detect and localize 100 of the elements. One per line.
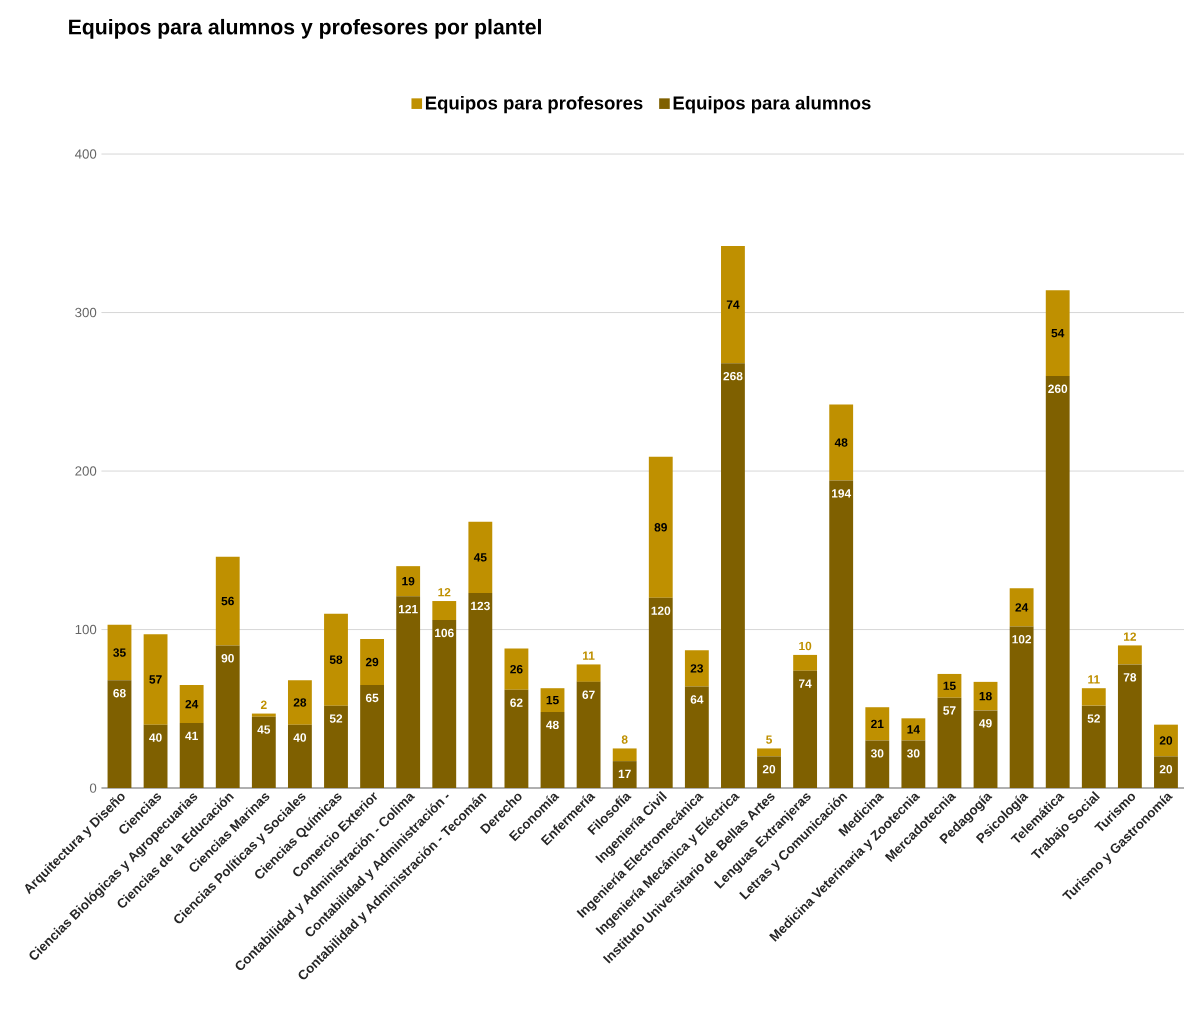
bar [612,748,637,762]
y-tick-label: 400 [74,149,97,159]
data-label: 40 [149,733,162,742]
data-label: 121 [398,605,418,614]
data-label: 30 [907,749,920,758]
bar [612,761,637,789]
bar [107,680,132,789]
data-label: 74 [726,300,740,309]
data-label: 19 [402,577,415,586]
data-label: 40 [293,733,307,742]
bar [1081,688,1106,706]
bar [251,716,276,789]
data-label: 18 [979,692,992,701]
data-label: 11 [1088,675,1100,684]
bar [504,689,529,789]
data-label: 29 [365,657,379,667]
data-label: 24 [1015,603,1029,612]
data-label: 58 [329,655,343,665]
bar [684,686,709,789]
bar [1009,588,1034,627]
bar [432,620,457,789]
bar [1154,756,1178,789]
data-label: 41 [185,731,198,741]
data-label: 11 [583,651,595,660]
bar [215,645,240,789]
bar [937,697,962,789]
data-label: 15 [943,681,956,691]
data-label: 57 [943,706,956,715]
bar [576,682,601,789]
bar [901,718,926,741]
data-label: 74 [799,679,812,688]
bar [1117,664,1142,789]
data-label: 78 [1123,673,1137,682]
data-label: 21 [871,719,884,729]
bar [757,748,781,757]
data-label: 49 [979,719,992,728]
data-label: 56 [221,596,234,606]
data-label: 48 [834,438,848,447]
bar [1045,376,1070,789]
data-label: 52 [1087,714,1100,723]
bar [107,624,132,681]
data-label: 68 [113,689,126,698]
data-label: 62 [510,698,523,708]
bar [1081,705,1106,789]
bar [179,723,204,789]
data-label: 28 [293,698,307,707]
bar [324,705,348,789]
data-label: 35 [113,648,126,657]
bar [1154,724,1178,757]
data-label: 17 [618,769,631,779]
y-tick-label: 200 [75,466,97,476]
bar [721,246,745,364]
data-label: 123 [471,601,490,611]
bar [1117,645,1142,665]
data-label: 64 [690,695,704,704]
bar [287,724,312,789]
bar [396,566,421,597]
data-label: 260 [1048,384,1068,394]
data-label: 15 [546,696,559,705]
data-label: 14 [907,725,920,734]
bar [901,740,926,789]
data-label: 57 [149,675,162,684]
bar [1045,290,1070,377]
bar [648,456,673,599]
bar [973,710,998,789]
bar [468,521,493,594]
bar [721,363,745,789]
bar [143,724,168,789]
data-label: 8 [621,735,628,744]
data-label: 67 [582,690,595,700]
bar [829,480,854,789]
bar [504,648,529,690]
data-label: 2 [260,700,267,710]
data-label: 120 [651,606,671,616]
legend-label: Equipos para alumnos [673,96,871,114]
data-label: 24 [185,700,199,709]
bar [287,680,312,725]
y-tick-label: 300 [75,308,97,318]
bar [829,404,854,481]
bar [432,601,457,621]
data-label: 5 [766,735,773,744]
bar [396,596,421,789]
bar [360,639,385,686]
data-label: 90 [221,654,234,663]
bar [360,685,385,789]
data-label: 65 [365,693,379,703]
bar [215,556,240,646]
legend-label: Equipos para profesores [425,96,643,114]
bar [251,713,276,717]
bar [540,712,565,789]
data-label: 48 [546,720,559,730]
bar [793,670,818,789]
data-label: 102 [1012,635,1032,644]
bar [648,598,673,789]
bar [1009,626,1034,789]
data-label: 194 [832,489,852,498]
bar [865,740,890,789]
data-label: 10 [799,641,812,651]
y-tick-label: 0 [89,783,97,793]
bar [540,688,565,713]
